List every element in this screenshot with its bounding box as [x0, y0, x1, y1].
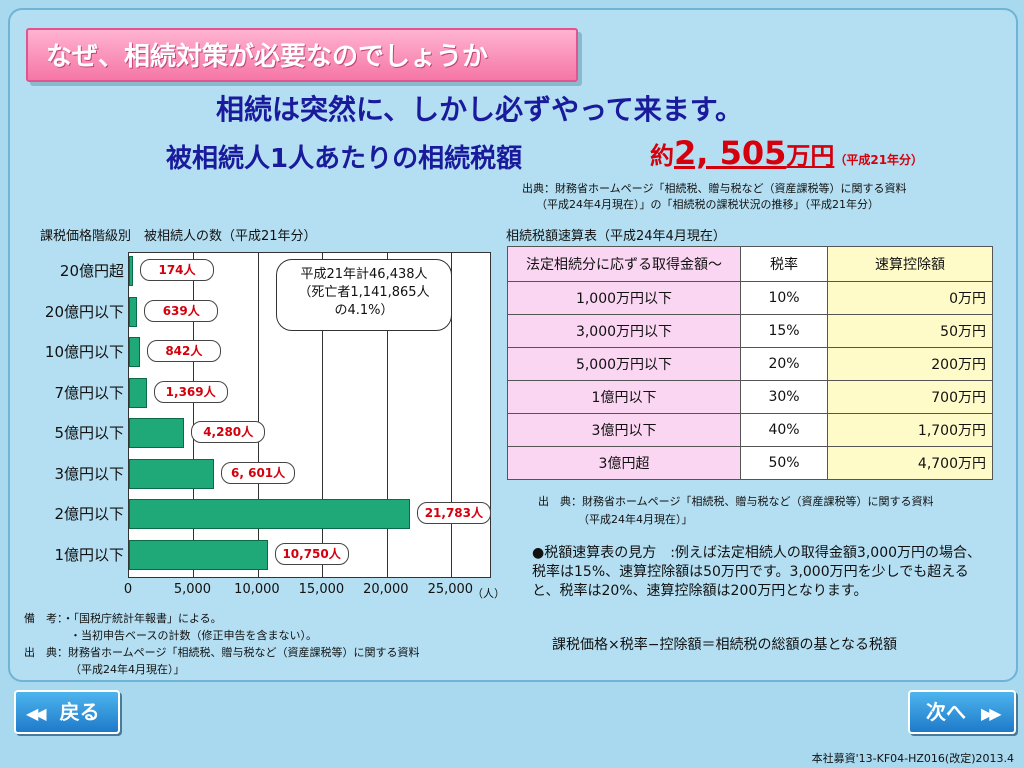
table-header-row: 法定相続分に応ずる取得金額～ 税率 速算控除額	[507, 246, 993, 282]
double-right-arrow-icon: ▶▶	[980, 704, 1002, 723]
notes-line-4: （平成24年4月現在）」	[70, 663, 185, 676]
explanation-text: ●税額速算表の見方 :例えば法定相続人の取得金額3,000万円の場合、税率は15…	[532, 545, 982, 599]
category-label: 20億円超	[59, 262, 124, 280]
category-label: 3億円以下	[54, 464, 124, 483]
headline-sub: 被相続人1人あたりの相続税額	[166, 144, 523, 174]
category-label: 10億円以下	[44, 343, 124, 361]
source-table-2: （平成24年4月現在）」	[578, 513, 693, 526]
cell-amount: 3億円超	[507, 446, 741, 480]
table-row: 1億円以下 30% 700万円	[507, 380, 993, 414]
cell-amount: 1,000万円以下	[507, 281, 741, 315]
header-deduction: 速算控除額	[827, 246, 993, 282]
gridline	[193, 253, 195, 577]
value-label: 842人	[146, 340, 221, 362]
value-label: 174人	[140, 259, 214, 281]
header-rate: 税率	[740, 246, 828, 282]
header-amount: 法定相続分に応ずる取得金額～	[507, 246, 741, 282]
cell-rate: 10%	[740, 281, 828, 315]
total-callout: 平成21年計46,438人 （死亡者1,141,865人 の4.1%）	[276, 259, 452, 331]
cell-amount: 3億円以下	[507, 413, 741, 447]
source-top-2: （平成24年4月現在）」の「相続税の課税状況の推移」（平成21年分）	[536, 198, 879, 211]
cell-deduction: 1,700万円	[827, 413, 993, 447]
cell-deduction: 0万円	[827, 281, 993, 315]
category-label: 7億円以下	[54, 383, 124, 402]
source-table-1: 出 典：財務省ホームページ「相続税、贈与税など（資産課税等）に関する資料	[538, 495, 934, 508]
x-tick-label: 15,000	[298, 582, 345, 597]
value-label: 21,783人	[416, 502, 491, 524]
bar	[129, 418, 185, 448]
table-row: 3億円以下 40% 1,700万円	[507, 413, 993, 447]
category-label: 1億円以下	[54, 545, 124, 564]
table-row: 3,000万円以下 15% 50万円	[507, 314, 993, 348]
tax-rate-table: 法定相続分に応ずる取得金額～ 税率 速算控除額 1,000万円以下 10% 0万円 …	[507, 246, 993, 480]
cell-amount: 1億円以下	[507, 380, 741, 414]
amount-era: （平成21年分）	[834, 153, 924, 167]
next-button-label: 次へ	[926, 700, 966, 724]
notes-line-3: 出 典：財務省ホームページ「相続税、贈与税など（資産課税等）に関する資料	[24, 646, 420, 659]
cell-rate: 30%	[740, 380, 828, 414]
formula-text: 課税価格×税率−控除額＝相続税の総額の基となる税額	[552, 637, 898, 653]
title-banner: なぜ、相続対策が必要なのでしょうか	[26, 28, 578, 82]
bar	[129, 377, 147, 408]
callout-line-2: （死亡者1,141,865人	[298, 285, 430, 300]
bar	[129, 296, 138, 327]
cell-rate: 15%	[740, 314, 828, 348]
source-top-1: 出典：財務省ホームページ「相続税、贈与税など（資産課税等）に関する資料	[522, 182, 907, 195]
next-button[interactable]: 次へ ▶▶	[908, 690, 1016, 734]
bar	[129, 458, 215, 489]
amount-prefix: 約	[650, 142, 674, 170]
chart-label: 課税価格階級別 被相続人の数（平成21年分）	[40, 229, 317, 244]
cell-rate: 20%	[740, 347, 828, 381]
value-label: 10,750人	[274, 542, 349, 565]
gridline	[257, 253, 259, 577]
x-tick-label: 5,000	[173, 582, 212, 597]
gridline	[386, 253, 388, 577]
amount-unit: 万円	[786, 142, 835, 170]
bar	[129, 256, 133, 286]
gridline	[451, 253, 453, 577]
table-row: 1,000万円以下 10% 0万円	[507, 281, 993, 315]
double-left-arrow-icon: ◀◀	[26, 704, 47, 723]
callout-line-1: 平成21年計46,438人	[300, 267, 428, 282]
x-tick-label: 25,000	[427, 582, 474, 597]
notes-line-1: 備 考：・「国税庁統計年報書」による。	[24, 612, 222, 625]
average-tax-amount: 約2, 505万円（平成21年分）	[650, 134, 923, 172]
category-label: 20億円以下	[44, 302, 124, 321]
cell-amount: 3,000万円以下	[507, 314, 741, 348]
banner-title: なぜ、相続対策が必要なのでしょうか	[46, 42, 489, 72]
cell-amount: 5,000万円以下	[507, 347, 741, 381]
notes-line-2: ・当初申告ベースの計数（修正申告を含まない）。	[70, 629, 317, 642]
cell-rate: 50%	[740, 446, 828, 480]
category-label: 5億円以下	[54, 424, 124, 442]
value-label: 1,369人	[153, 380, 228, 403]
bar	[129, 337, 140, 367]
bar	[129, 499, 410, 529]
back-button-label: 戻る	[59, 700, 100, 724]
table-row: 5,000万円以下 20% 200万円	[507, 347, 993, 381]
cell-rate: 40%	[740, 413, 828, 447]
gridline	[322, 253, 324, 577]
x-tick-label: 10,000	[234, 582, 280, 597]
cell-deduction: 200万円	[827, 347, 993, 381]
value-label: 4,280人	[191, 421, 266, 443]
x-tick-label: 0	[123, 582, 133, 597]
cell-deduction: 50万円	[827, 314, 993, 348]
headline-main: 相続は突然に、しかし必ずやって来ます。	[216, 93, 743, 126]
amount-value: 2, 505	[674, 134, 787, 172]
table-row: 3億円超 50% 4,700万円	[507, 446, 993, 480]
callout-line-3: の4.1%）	[334, 303, 394, 318]
footer-code: 本社募資'13-KF04-HZ016(改定)2013.4	[811, 752, 1014, 765]
cell-deduction: 4,700万円	[827, 446, 993, 480]
bar	[129, 539, 268, 570]
x-tick-label: 20,000	[363, 582, 409, 597]
value-label: 6, 601人	[221, 461, 296, 484]
back-button[interactable]: ◀◀ 戻る	[14, 690, 120, 734]
value-label: 639人	[144, 299, 219, 322]
table-label: 相続税額速算表（平成24年4月現在）	[506, 229, 726, 244]
x-axis-unit: （人）	[472, 587, 505, 600]
cell-deduction: 700万円	[827, 380, 993, 414]
category-label: 2億円以下	[54, 505, 124, 523]
